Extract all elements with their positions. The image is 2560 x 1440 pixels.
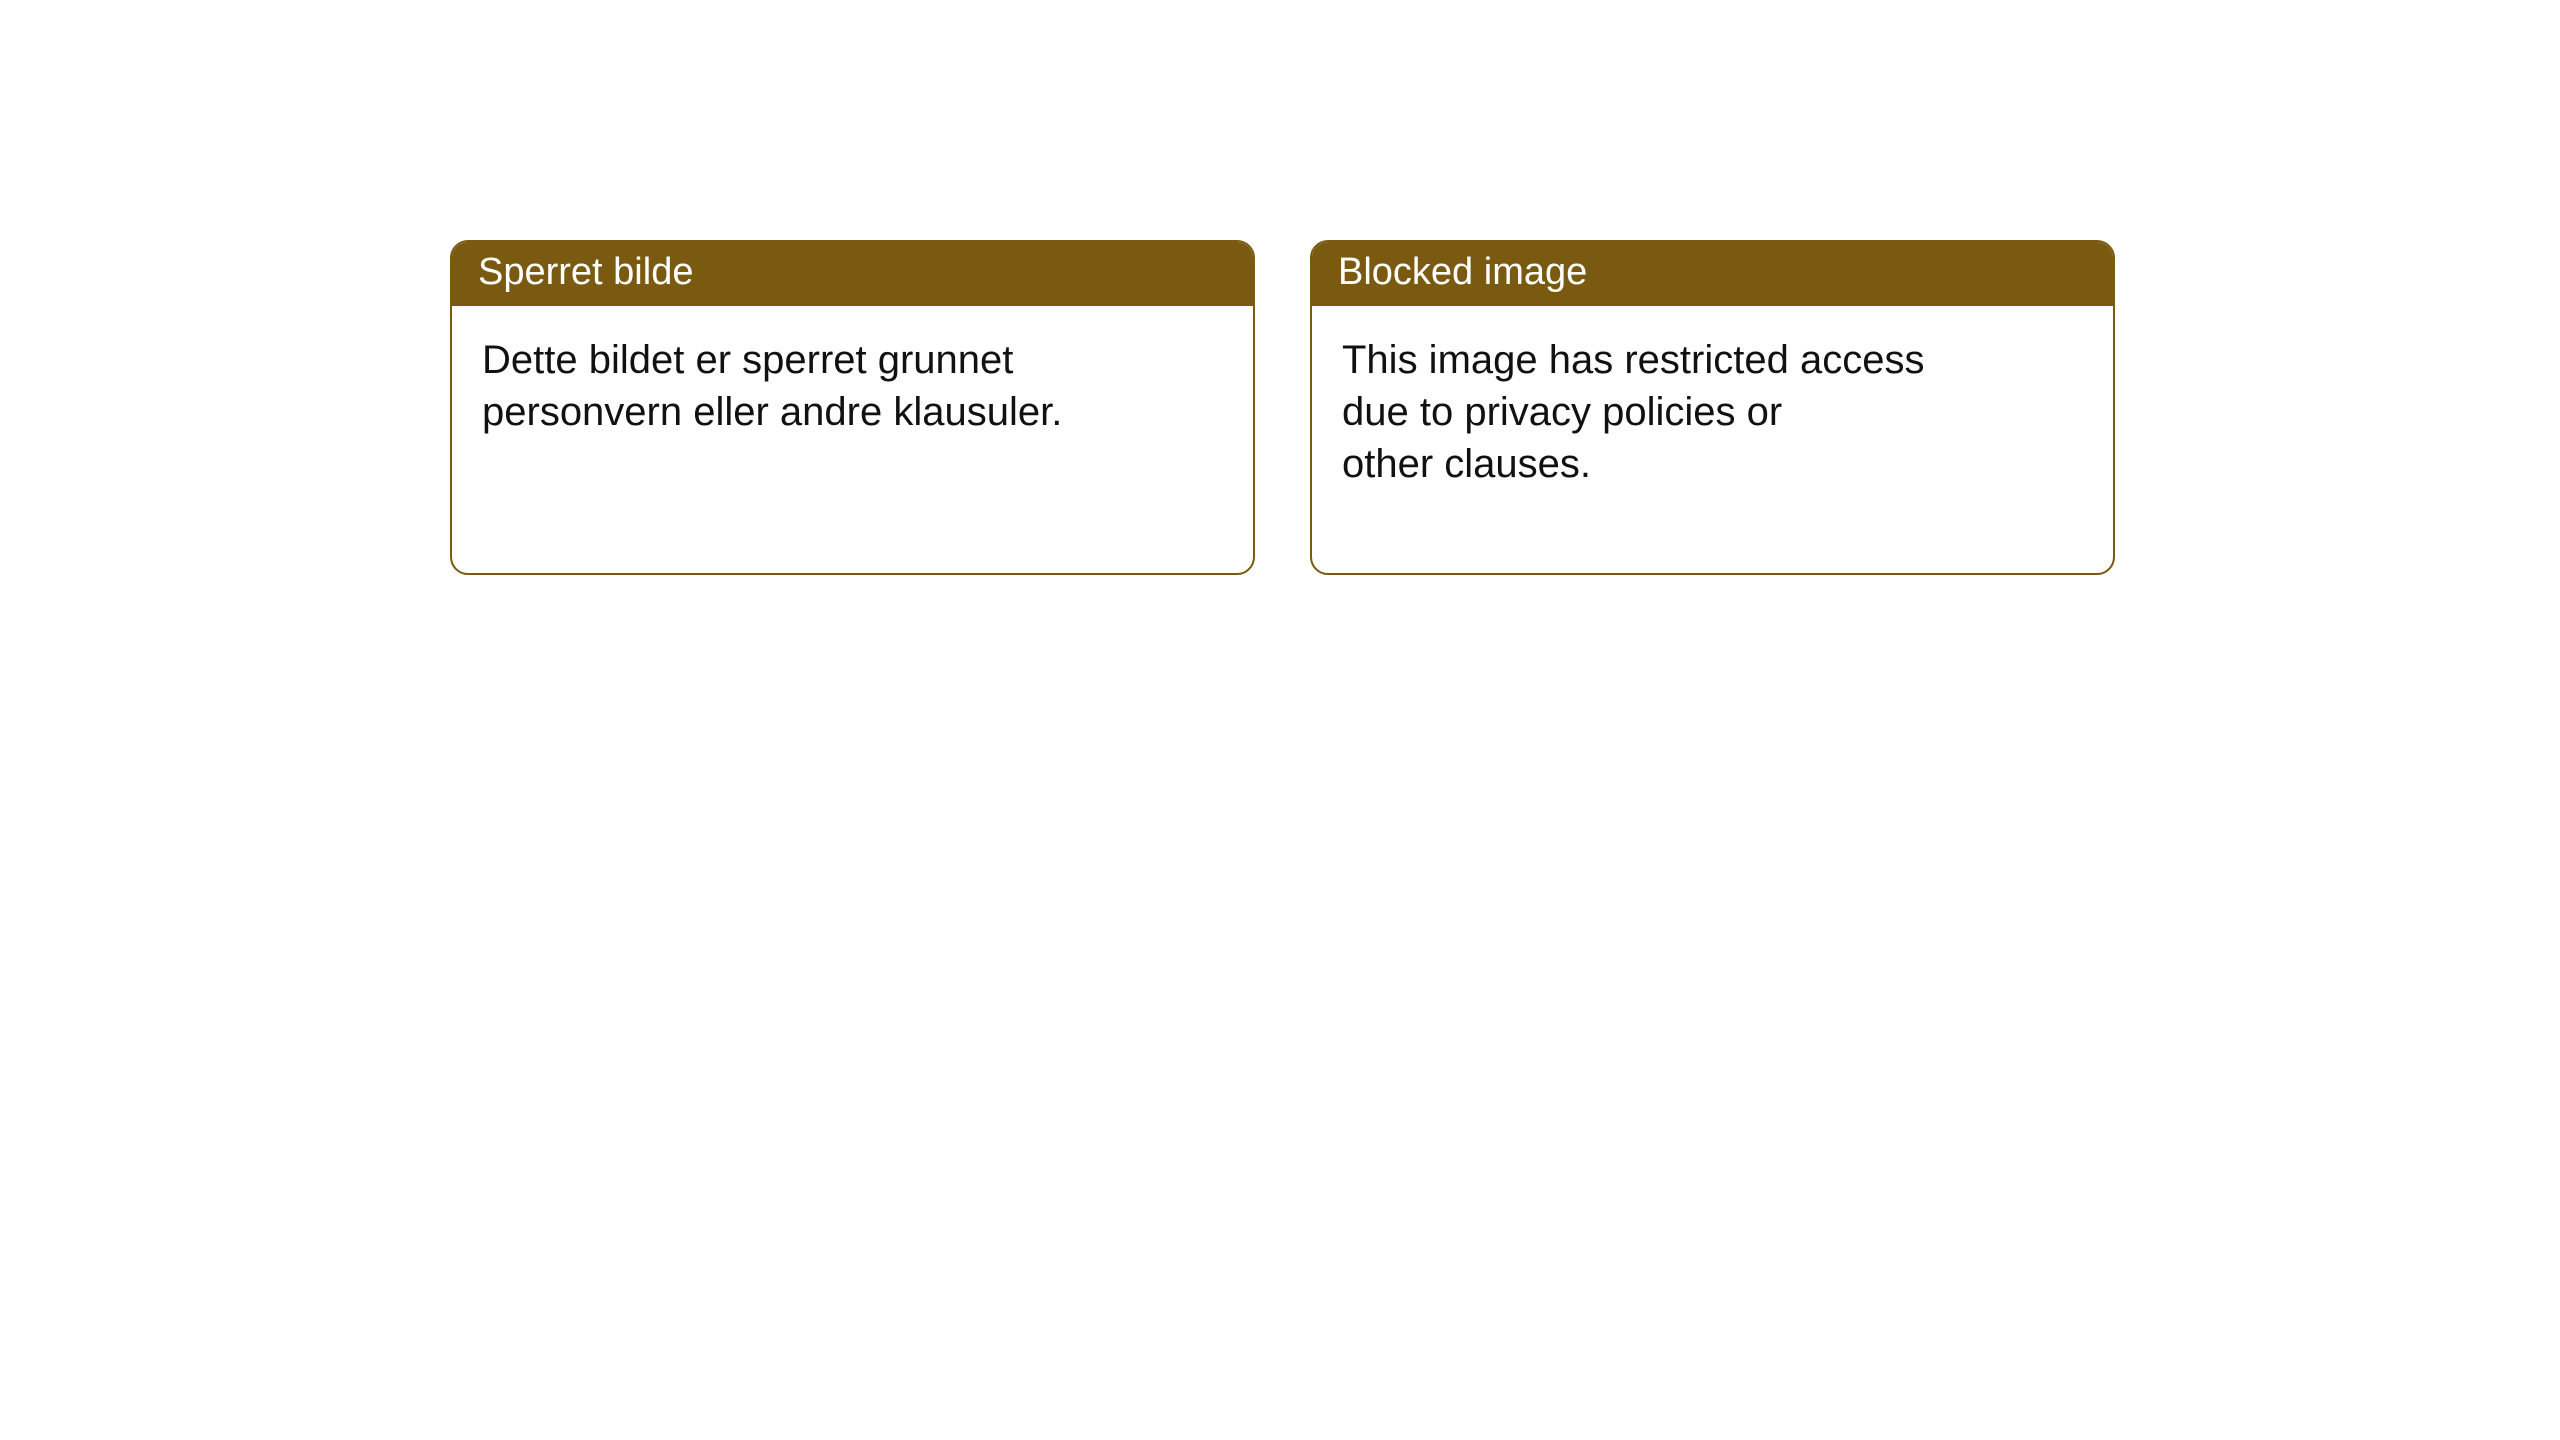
card-blocked-image-no: Sperret bilde Dette bildet er sperret gr…	[450, 240, 1255, 575]
card-body-no: Dette bildet er sperret grunnet personve…	[452, 306, 1253, 468]
card-header-en: Blocked image	[1312, 242, 2113, 306]
cards-row: Sperret bilde Dette bildet er sperret gr…	[450, 240, 2115, 575]
card-body-en: This image has restricted access due to …	[1312, 306, 2113, 520]
page: Sperret bilde Dette bildet er sperret gr…	[0, 0, 2560, 1440]
card-header-no: Sperret bilde	[452, 242, 1253, 306]
card-blocked-image-en: Blocked image This image has restricted …	[1310, 240, 2115, 575]
